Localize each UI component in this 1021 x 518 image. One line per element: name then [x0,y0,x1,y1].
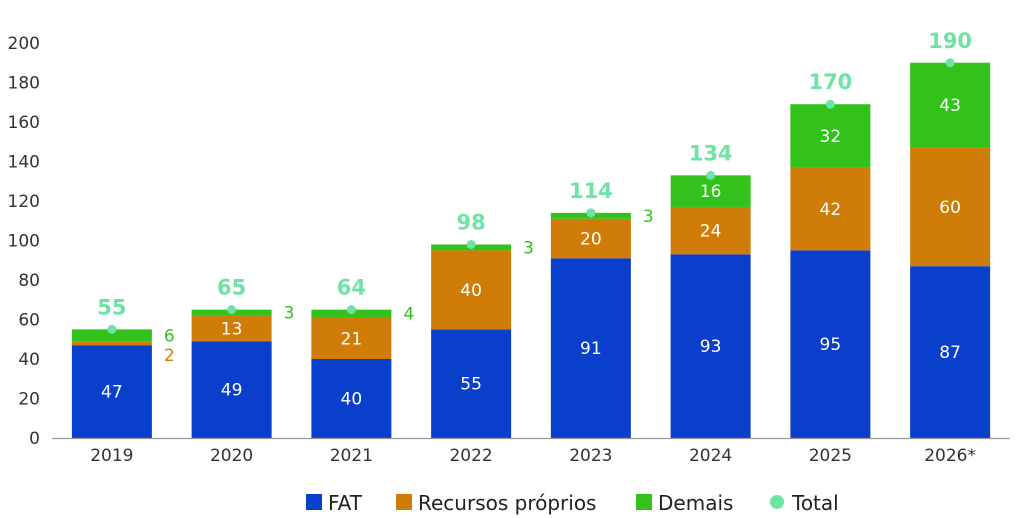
x-tick-label: 2019 [90,446,133,466]
data-label: 40 [460,281,482,301]
data-label: 3 [284,304,295,324]
x-tick-label: 2023 [569,446,612,466]
y-tick-label: 40 [18,350,40,370]
data-label: 40 [341,390,363,410]
y-tick-label: 0 [29,429,40,449]
bar-segment [670,254,751,438]
bar-segment [550,218,631,259]
total-label: 134 [689,141,733,165]
bar-segment [670,175,751,207]
bar-segment [71,341,152,346]
y-tick-label: 140 [8,153,40,173]
y-tick-label: 200 [8,34,40,54]
data-label: 49 [221,381,243,401]
x-tick-label: 2024 [689,446,732,466]
bar-segment [191,315,272,342]
data-label: 16 [700,182,722,202]
y-tick-label: 100 [8,232,40,252]
y-tick-label: 20 [18,390,40,410]
legend-swatch [770,495,784,509]
y-tick-label: 60 [18,311,40,331]
y-tick-label: 160 [8,113,40,133]
total-label: 98 [457,210,486,234]
legend-swatch [396,494,412,510]
legend-label: Total [791,491,839,515]
total-marker [586,208,596,218]
data-label: 47 [101,383,123,403]
legend: FAT Recursos próprios Demais Total [306,491,839,515]
total-label: 65 [217,276,246,300]
bars [71,62,991,438]
bar-segment [910,62,991,148]
y-tick-label: 180 [8,74,40,94]
bar-segment [790,167,871,251]
total-label: 55 [97,295,126,319]
data-label: 42 [820,200,842,220]
bar-segment [191,341,272,438]
data-label: 20 [580,230,602,250]
data-label: 60 [939,198,961,218]
data-label: 4 [403,305,414,325]
total-label: 114 [569,179,613,203]
bar-segment [431,250,512,330]
x-tick-label: 2020 [210,446,253,466]
total-marker [346,305,356,315]
legend-swatch [306,494,322,510]
bar-segment [550,258,631,438]
total-marker [706,170,716,180]
bar-segment [910,266,991,438]
data-label: 3 [523,238,534,258]
data-label: 2 [164,346,175,366]
data-label: 3 [643,207,654,227]
data-label: 43 [939,96,961,116]
total-marker [107,324,117,334]
data-label: 91 [580,339,602,359]
data-label: 21 [341,329,363,349]
total-marker [945,58,955,68]
bar-segment [790,104,871,168]
y-tick-label: 80 [18,271,40,291]
legend-label: FAT [328,491,363,515]
bar-segment [311,317,392,359]
data-label: 32 [820,127,842,147]
bar-segment [790,250,871,438]
total-marker [466,239,476,249]
x-tick-label: 2022 [449,446,492,466]
total-marker [227,305,237,315]
data-label: 13 [221,319,243,339]
data-label: 87 [939,343,961,363]
bar-segment [910,147,991,267]
x-tick-label: 2021 [330,446,373,466]
x-axis: 2019 2020 2021 2022 2023 2024 2025 2026* [52,437,1010,466]
total-label: 64 [337,276,366,300]
bar-segment [71,329,152,342]
data-label: 93 [700,337,722,357]
bar-segment [431,329,512,438]
data-label: 95 [820,335,842,355]
y-axis: 0 20 40 60 80 100 120 140 160 180 200 [8,34,40,449]
legend-label: Demais [658,491,733,515]
x-tick-label: 2026* [924,446,976,466]
x-tick-label: 2025 [809,446,852,466]
y-tick-label: 120 [8,192,40,212]
total-marker [825,99,835,109]
data-labels: 47 26 55 49 13 3 65 40 21 4 64 55 40 3 98 91 20 3 114 93 24 1… [97,29,972,410]
bar-segment [670,206,751,255]
legend-swatch [636,494,652,510]
bar-segment [311,359,392,438]
data-label: 55 [460,375,482,395]
data-label: 24 [700,222,722,242]
legend-label: Recursos próprios [418,491,596,515]
bar-segment [71,345,152,438]
data-label: 6 [164,326,175,346]
total-label: 170 [808,70,852,94]
total-label: 190 [928,29,972,53]
